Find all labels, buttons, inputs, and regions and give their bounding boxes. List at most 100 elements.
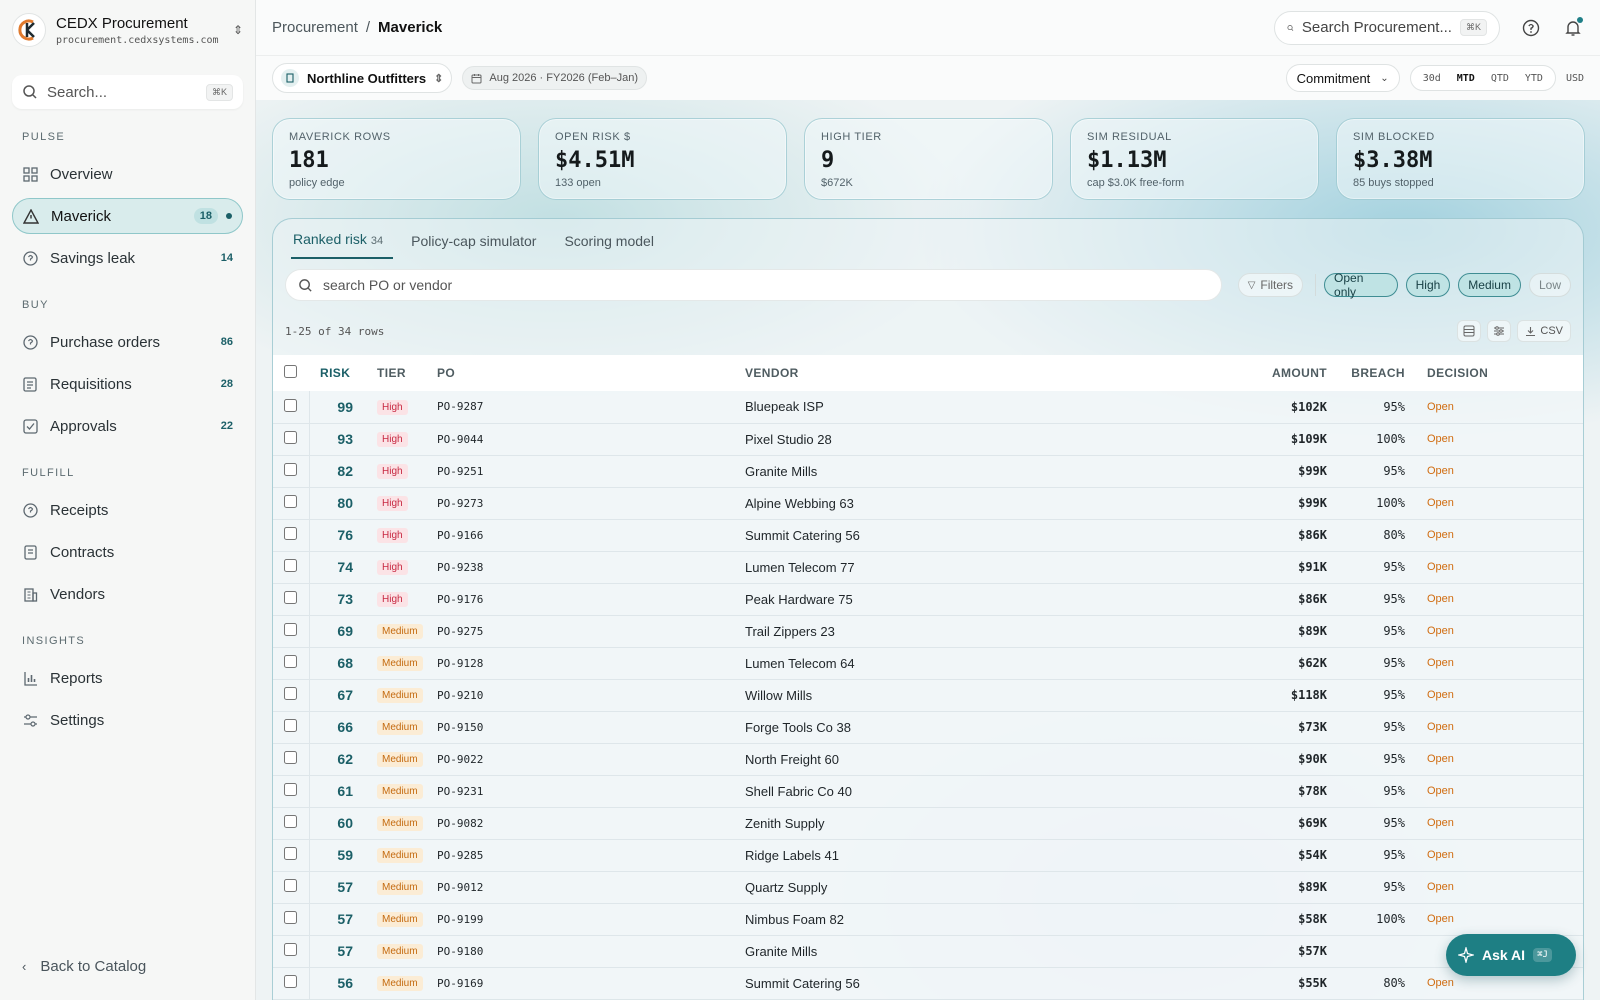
row-checkbox[interactable] — [284, 783, 297, 796]
sidebar-item-contracts[interactable]: Contracts — [12, 534, 243, 570]
select-all-checkbox[interactable] — [284, 365, 297, 378]
table-row[interactable]: 57 Medium PO-9180 Granite Mills $57K — [273, 935, 1583, 967]
vendor-name[interactable]: Willow Mills — [745, 687, 813, 703]
table-row[interactable]: 60 Medium PO-9082 Zenith Supply $69K 95% Open — [273, 807, 1583, 839]
decision-status[interactable]: Open — [1427, 785, 1454, 797]
po-number[interactable]: PO-9166 — [437, 528, 484, 542]
row-checkbox[interactable] — [284, 911, 297, 924]
chip-medium[interactable]: Medium — [1458, 273, 1521, 297]
range-qtd[interactable]: QTD — [1490, 72, 1509, 84]
chip-low[interactable]: Low — [1528, 273, 1571, 297]
csv-export-button[interactable]: CSV — [1517, 320, 1571, 342]
global-search[interactable]: Search Procurement... ⌘K — [1274, 10, 1500, 45]
po-number[interactable]: PO-9199 — [437, 912, 484, 926]
kpi-high-tier[interactable]: HIGH TIER 9 $672K — [804, 118, 1053, 200]
po-number[interactable]: PO-9251 — [437, 464, 484, 478]
vendor-name[interactable]: Ridge Labels 41 — [745, 847, 839, 863]
vendor-name[interactable]: Forge Tools Co 38 — [745, 719, 851, 735]
row-checkbox[interactable] — [284, 463, 297, 476]
row-checkbox[interactable] — [284, 559, 297, 572]
vendor-name[interactable]: North Freight 60 — [745, 751, 839, 767]
decision-status[interactable]: Open — [1427, 913, 1454, 925]
decision-status[interactable]: Open — [1427, 657, 1454, 669]
vendor-name[interactable]: Trail Zippers 23 — [745, 623, 835, 639]
sidebar-item-settings[interactable]: Settings — [12, 702, 243, 738]
kpi-open-risk[interactable]: OPEN RISK $ $4.51M 133 open — [538, 118, 787, 200]
decision-status[interactable]: Open — [1427, 849, 1454, 861]
vendor-name[interactable]: Granite Mills — [745, 463, 818, 479]
kpi-sim-blocked[interactable]: SIM BLOCKED $3.38M 85 buys stopped — [1336, 118, 1585, 200]
po-number[interactable]: PO-9044 — [437, 432, 484, 446]
tab-ranked-risk[interactable]: Ranked risk 34 — [291, 231, 394, 259]
currency-label[interactable]: USD — [1565, 72, 1584, 84]
sidebar-item-purchase-orders[interactable]: Purchase orders 86 — [12, 324, 243, 360]
table-row[interactable]: 56 Medium PO-9169 Summit Catering 56 $55K 80%… — [273, 967, 1583, 999]
table-row[interactable]: 69 Medium PO-9275 Trail Zippers 23 $89K 95% Op… — [273, 615, 1583, 647]
table-row[interactable]: 93 High PO-9044 Pixel Studio 28 $109K 100% Ope… — [273, 423, 1583, 455]
sidebar-item-requisitions[interactable]: Requisitions 28 — [12, 366, 243, 402]
kpi-sim-residual[interactable]: SIM RESIDUAL $1.13M cap $3.0K free-form — [1070, 118, 1319, 200]
table-row[interactable]: 82 High PO-9251 Granite Mills $99K 95% Open — [273, 455, 1583, 487]
ask-ai-button[interactable]: Ask AI ⌘J — [1446, 934, 1576, 976]
decision-status[interactable]: Open — [1427, 529, 1454, 541]
col-vendor[interactable]: VENDOR — [745, 366, 799, 380]
row-checkbox[interactable] — [284, 623, 297, 636]
workspace-switcher[interactable]: CEDX Procurement procurement.cedxsystems… — [0, 0, 255, 60]
col-risk[interactable]: RISK — [320, 366, 351, 380]
row-checkbox[interactable] — [284, 879, 297, 892]
decision-status[interactable]: Open — [1427, 593, 1454, 605]
sidebar-item-receipts[interactable]: Receipts — [12, 492, 243, 528]
po-number[interactable]: PO-9150 — [437, 720, 484, 734]
po-number[interactable]: PO-9176 — [437, 592, 484, 606]
col-tier[interactable]: TIER — [377, 366, 406, 380]
po-number[interactable]: PO-9180 — [437, 944, 484, 958]
range-mtd[interactable]: MTD — [1456, 72, 1475, 84]
vendor-name[interactable]: Zenith Supply — [745, 815, 825, 831]
sidebar-search[interactable]: Search... ⌘K — [12, 75, 243, 109]
table-row[interactable]: 73 High PO-9176 Peak Hardware 75 $86K 95% Open — [273, 583, 1583, 615]
po-number[interactable]: PO-9273 — [437, 496, 484, 510]
vendor-name[interactable]: Quartz Supply — [745, 879, 828, 895]
decision-status[interactable]: Open — [1427, 497, 1454, 509]
decision-status[interactable]: Open — [1427, 689, 1454, 701]
decision-status[interactable]: Open — [1427, 400, 1454, 413]
row-checkbox[interactable] — [284, 943, 297, 956]
row-checkbox[interactable] — [284, 815, 297, 828]
table-row[interactable]: 57 Medium PO-9199 Nimbus Foam 82 $58K 100% Ope… — [273, 903, 1583, 935]
breadcrumb-root[interactable]: Procurement — [272, 19, 358, 36]
kpi-maverick-rows[interactable]: MAVERICK ROWS 181 policy edge — [272, 118, 521, 200]
sidebar-item-approvals[interactable]: Approvals 22 — [12, 408, 243, 444]
range-ytd[interactable]: YTD — [1524, 72, 1543, 84]
decision-status[interactable]: Open — [1427, 465, 1454, 477]
row-checkbox[interactable] — [284, 655, 297, 668]
po-number[interactable]: PO-9287 — [437, 400, 484, 414]
row-checkbox[interactable] — [284, 431, 297, 444]
decision-status[interactable]: Open — [1427, 817, 1454, 829]
decision-status[interactable]: Open — [1427, 433, 1454, 445]
row-checkbox[interactable] — [284, 398, 297, 412]
vendor-name[interactable]: Pixel Studio 28 — [745, 431, 832, 447]
back-to-catalog-link[interactable]: ‹ Back to Catalog — [22, 958, 146, 975]
table-row[interactable]: 76 High PO-9166 Summit Catering 56 $86K 80% Op… — [273, 519, 1583, 551]
row-checkbox[interactable] — [284, 527, 297, 540]
col-po[interactable]: PO — [437, 366, 456, 380]
bell-icon[interactable] — [1562, 16, 1584, 39]
table-row[interactable]: 80 High PO-9273 Alpine Webbing 63 $99K 100% Op… — [273, 487, 1583, 519]
col-decision[interactable]: DECISION — [1427, 366, 1489, 380]
vendor-name[interactable]: Lumen Telecom 77 — [745, 559, 855, 575]
table-row[interactable]: 68 Medium PO-9128 Lumen Telecom 64 $62K 95% Op… — [273, 647, 1583, 679]
po-number[interactable]: PO-9169 — [437, 976, 484, 990]
po-number[interactable]: PO-9238 — [437, 560, 484, 574]
vendor-name[interactable]: Granite Mills — [745, 943, 818, 959]
po-number[interactable]: PO-9012 — [437, 880, 484, 894]
table-row[interactable]: 62 Medium PO-9022 North Freight 60 $90K 95% Op… — [273, 743, 1583, 775]
vendor-name[interactable]: Lumen Telecom 64 — [745, 655, 855, 671]
chip-open-only[interactable]: Open only — [1324, 271, 1398, 299]
decision-status[interactable]: Open — [1427, 625, 1454, 637]
po-vendor-search[interactable]: search PO or vendor — [285, 269, 1222, 301]
po-number[interactable]: PO-9128 — [437, 656, 484, 670]
decision-status[interactable]: Open — [1427, 561, 1454, 573]
table-row[interactable]: 67 Medium PO-9210 Willow Mills $118K 95% Open — [273, 679, 1583, 711]
row-checkbox[interactable] — [284, 495, 297, 508]
vendor-name[interactable]: Bluepeak ISP — [745, 399, 824, 415]
